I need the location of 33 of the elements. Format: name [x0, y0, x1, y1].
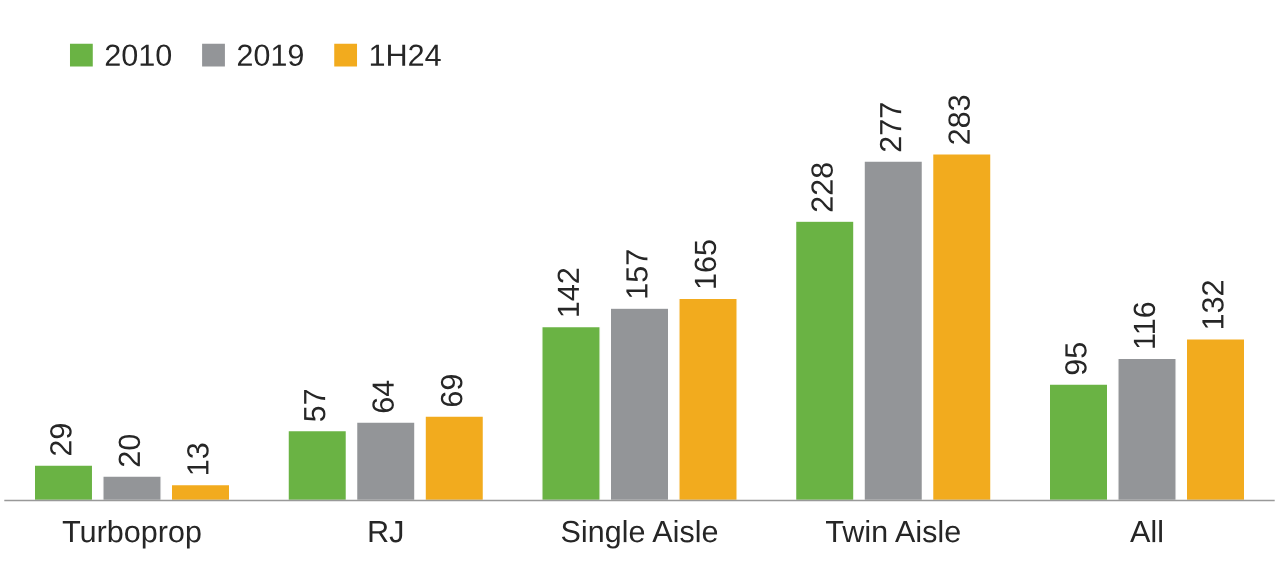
data-label: 116 [1133, 302, 1156, 348]
data-label: 69 [440, 375, 463, 407]
bar [541, 325, 601, 501]
x-tick-label: RJ [369, 521, 403, 543]
bar [794, 220, 855, 501]
bar [33, 464, 94, 501]
data-label: 277 [879, 103, 902, 152]
data-label: 165 [694, 240, 717, 288]
bar [678, 297, 738, 501]
x-tick-label: Turboprop [62, 519, 201, 549]
data-label: 283 [948, 95, 970, 144]
data-label: 57 [304, 389, 326, 422]
data-label: 132 [1202, 280, 1224, 329]
x-tick-label: Single Aisle [561, 519, 718, 549]
bar [287, 429, 348, 501]
data-label: 95 [1065, 343, 1087, 375]
data-label: 142 [557, 268, 579, 316]
legend-label: 2019 [237, 44, 303, 67]
data-label: 13 [187, 443, 209, 474]
bar [1185, 338, 1246, 501]
bar [170, 483, 231, 501]
data-label: 228 [811, 163, 833, 212]
x-tick-label: All [1130, 519, 1162, 543]
data-label: 29 [50, 424, 72, 456]
x-tick-label: Twin Aisle [826, 519, 960, 543]
bar [1048, 383, 1109, 501]
data-label: 64 [372, 380, 394, 413]
bar [424, 415, 485, 501]
legend-label: 2010 [105, 44, 172, 67]
legend-label: 1H24 [370, 44, 441, 66]
data-label: 157 [626, 250, 648, 298]
data-label: 20 [118, 434, 141, 467]
bar [931, 153, 992, 501]
